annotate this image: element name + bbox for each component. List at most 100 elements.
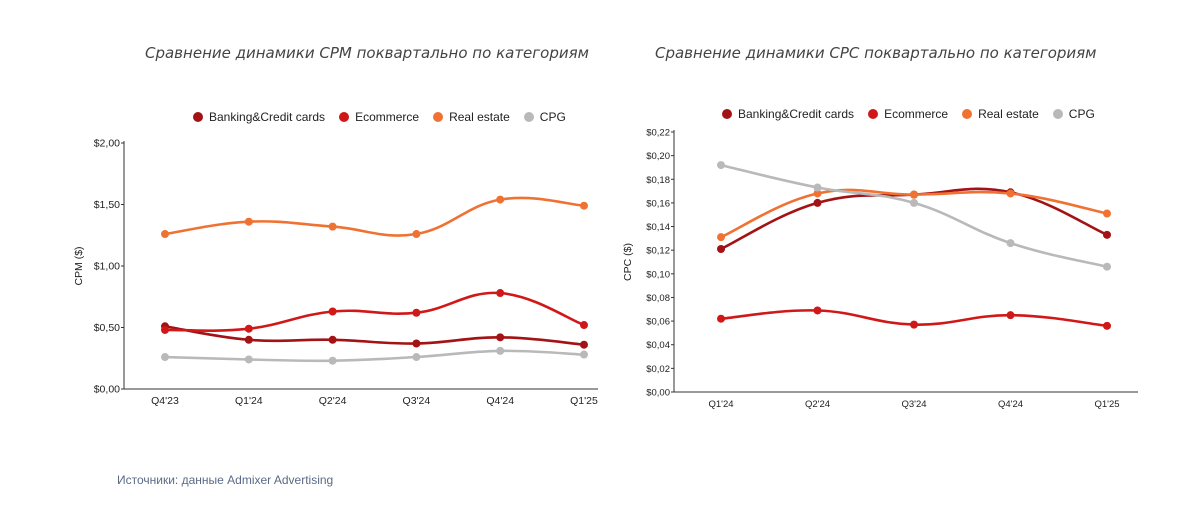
cpm-point-banking-credit-cards[interactable]: [244, 335, 253, 344]
cpc-y-tick-label: $0,10: [646, 269, 670, 280]
cpc-y-tick-label: $0,02: [646, 364, 670, 375]
cpm-y-tick-label: $1,00: [94, 261, 120, 273]
cpc-y-tick-label: $0,22: [646, 128, 670, 139]
cpm-point-cpg[interactable]: [244, 355, 253, 364]
cpc-legend-label: Real estate: [978, 107, 1039, 121]
cpm-x-tick-label: Q4'23: [151, 395, 179, 407]
cpm-point-ecommerce[interactable]: [328, 307, 337, 316]
source-note: Источники: данные Admixer Advertising: [117, 473, 334, 487]
cpm-legend: Banking&Credit cards Ecommerce Real estate…: [193, 110, 580, 124]
cpm-point-cpg[interactable]: [328, 356, 337, 365]
cpm-line-ecommerce: [163, 291, 586, 332]
cpm-point-real-estate[interactable]: [496, 195, 505, 204]
cpm-x-tick-label: Q3'24: [403, 395, 431, 407]
cpm-y-tick-label: $0,00: [94, 384, 120, 396]
cpc-legend-label: Banking&Credit cards: [738, 107, 855, 121]
cpc-point-cpg[interactable]: [717, 161, 725, 170]
cpm-legend-marker: [193, 112, 203, 122]
cpm-point-ecommerce[interactable]: [161, 325, 169, 334]
cpc-point-ecommerce[interactable]: [813, 306, 822, 315]
cpm-point-cpg[interactable]: [496, 346, 505, 355]
cpc-point-real-estate[interactable]: [910, 190, 918, 199]
cpm-y-tick-label: $2,00: [94, 138, 120, 150]
cpc-x-tick-label: Q1'25: [1094, 399, 1119, 410]
cpm-point-banking-credit-cards[interactable]: [328, 335, 337, 344]
cpc-y-tick-label: $0,18: [646, 175, 670, 186]
cpm-point-real-estate[interactable]: [412, 230, 421, 239]
cpm-point-cpg[interactable]: [412, 353, 421, 362]
cpc-point-ecommerce[interactable]: [910, 320, 918, 329]
cpc-y-tick-label: $0,16: [646, 198, 670, 209]
cpm-legend-label: Ecommerce: [355, 110, 420, 124]
cpm-point-banking-credit-cards[interactable]: [496, 333, 505, 342]
cpm-line-banking-credit-cards: [163, 324, 586, 346]
cpc-x-tick-label: Q1'24: [708, 399, 733, 410]
cpm-point-ecommerce[interactable]: [244, 324, 253, 333]
cpc-legend-label: Ecommerce: [884, 107, 949, 121]
cpc-point-ecommerce[interactable]: [1103, 321, 1111, 330]
cpc-point-ecommerce[interactable]: [1006, 311, 1015, 320]
cpc-y-tick-label: $0,04: [646, 340, 670, 351]
cpc-point-real-estate[interactable]: [1006, 189, 1015, 198]
cpc-y-tick-label: $0,12: [646, 246, 670, 257]
cpm-legend-item-banking-credit-cards[interactable]: Banking&Credit cards: [193, 110, 325, 124]
cpm-point-real-estate[interactable]: [328, 222, 337, 231]
cpc-chart-title: Сравнение динамики CPC поквартально по к…: [655, 44, 1097, 62]
cpm-legend-item-cpg[interactable]: CPG: [523, 110, 566, 124]
cpc-x-tick-label: Q2'24: [805, 399, 830, 410]
cpc-y-tick-label: $0,00: [646, 388, 670, 399]
cpm-point-ecommerce[interactable]: [580, 321, 588, 330]
cpm-legend-item-real-estate[interactable]: Real estate: [433, 110, 510, 124]
cpm-x-tick-label: Q2'24: [319, 395, 347, 407]
cpc-point-cpg[interactable]: [1006, 239, 1015, 248]
cpc-legend-item-cpg[interactable]: CPG: [1052, 107, 1095, 121]
cpc-legend-marker: [1052, 109, 1063, 119]
cpc-y-tick-label: $0,08: [646, 293, 670, 304]
cpm-point-ecommerce[interactable]: [496, 289, 505, 298]
cpc-point-cpg[interactable]: [1103, 262, 1111, 271]
cpc-y-tick-label: $0,14: [646, 222, 670, 233]
cpc-legend-marker: [868, 109, 879, 119]
cpm-point-ecommerce[interactable]: [412, 308, 421, 317]
cpc-x-tick-label: Q4'24: [998, 399, 1023, 410]
cpc-chart: $0,00 $0,02 $0,04 $0,06 $0,08 $0,10 $0,12 $0,14…: [622, 128, 1138, 410]
cpm-y-tick-label: $0,50: [94, 322, 120, 334]
cpm-x-tick-label: Q1'24: [235, 395, 263, 407]
cpm-x-tick-label: Q4'24: [486, 395, 514, 407]
cpc-y-tick-label: $0,06: [646, 317, 670, 328]
cpm-point-real-estate[interactable]: [580, 201, 588, 210]
cpm-legend-marker: [339, 112, 350, 122]
cpc-point-cpg[interactable]: [910, 198, 918, 207]
cpc-legend-item-real-estate[interactable]: Real estate: [962, 107, 1039, 121]
cpm-point-real-estate[interactable]: [244, 217, 253, 226]
cpc-point-cpg[interactable]: [813, 183, 822, 192]
cpm-chart-title: Сравнение динамики CPM поквартально по к…: [145, 44, 589, 62]
cpc-point-real-estate[interactable]: [1103, 209, 1111, 218]
cpm-point-cpg[interactable]: [161, 353, 169, 362]
cpc-y-axis-label: CPC ($): [622, 243, 634, 281]
cpc-line-cpg: [719, 163, 1109, 268]
cpm-line-real-estate: [163, 196, 586, 237]
cpc-legend: Banking&Credit cards Ecommerce Real estate…: [722, 107, 1109, 121]
cpc-point-banking-credit-cards[interactable]: [1103, 230, 1111, 239]
cpm-legend-label: Banking&Credit cards: [209, 110, 326, 124]
cpc-x-tick-label: Q3'24: [901, 399, 926, 410]
cpm-point-banking-credit-cards[interactable]: [412, 339, 421, 348]
cpm-point-cpg[interactable]: [580, 350, 588, 359]
cpm-x-tick-label: Q1'25: [570, 395, 598, 407]
cpm-y-tick-label: $1,50: [94, 199, 120, 211]
cpc-legend-label: CPG: [1068, 107, 1095, 121]
cpc-legend-marker: [962, 109, 973, 119]
cpm-point-real-estate[interactable]: [161, 230, 169, 239]
cpc-legend-item-banking-credit-cards[interactable]: Banking&Credit cards: [722, 107, 854, 121]
cpc-point-banking-credit-cards[interactable]: [813, 198, 822, 207]
cpm-point-banking-credit-cards[interactable]: [580, 340, 588, 349]
cpm-line-cpg: [163, 349, 586, 363]
cpm-legend-marker: [433, 112, 444, 122]
cpc-point-real-estate[interactable]: [813, 189, 822, 198]
cpc-legend-item-ecommerce[interactable]: Ecommerce: [868, 107, 948, 121]
cpc-point-banking-credit-cards[interactable]: [717, 245, 725, 253]
cpc-point-ecommerce[interactable]: [717, 314, 725, 323]
cpc-point-real-estate[interactable]: [717, 233, 725, 242]
cpm-legend-item-ecommerce[interactable]: Ecommerce: [339, 110, 419, 124]
